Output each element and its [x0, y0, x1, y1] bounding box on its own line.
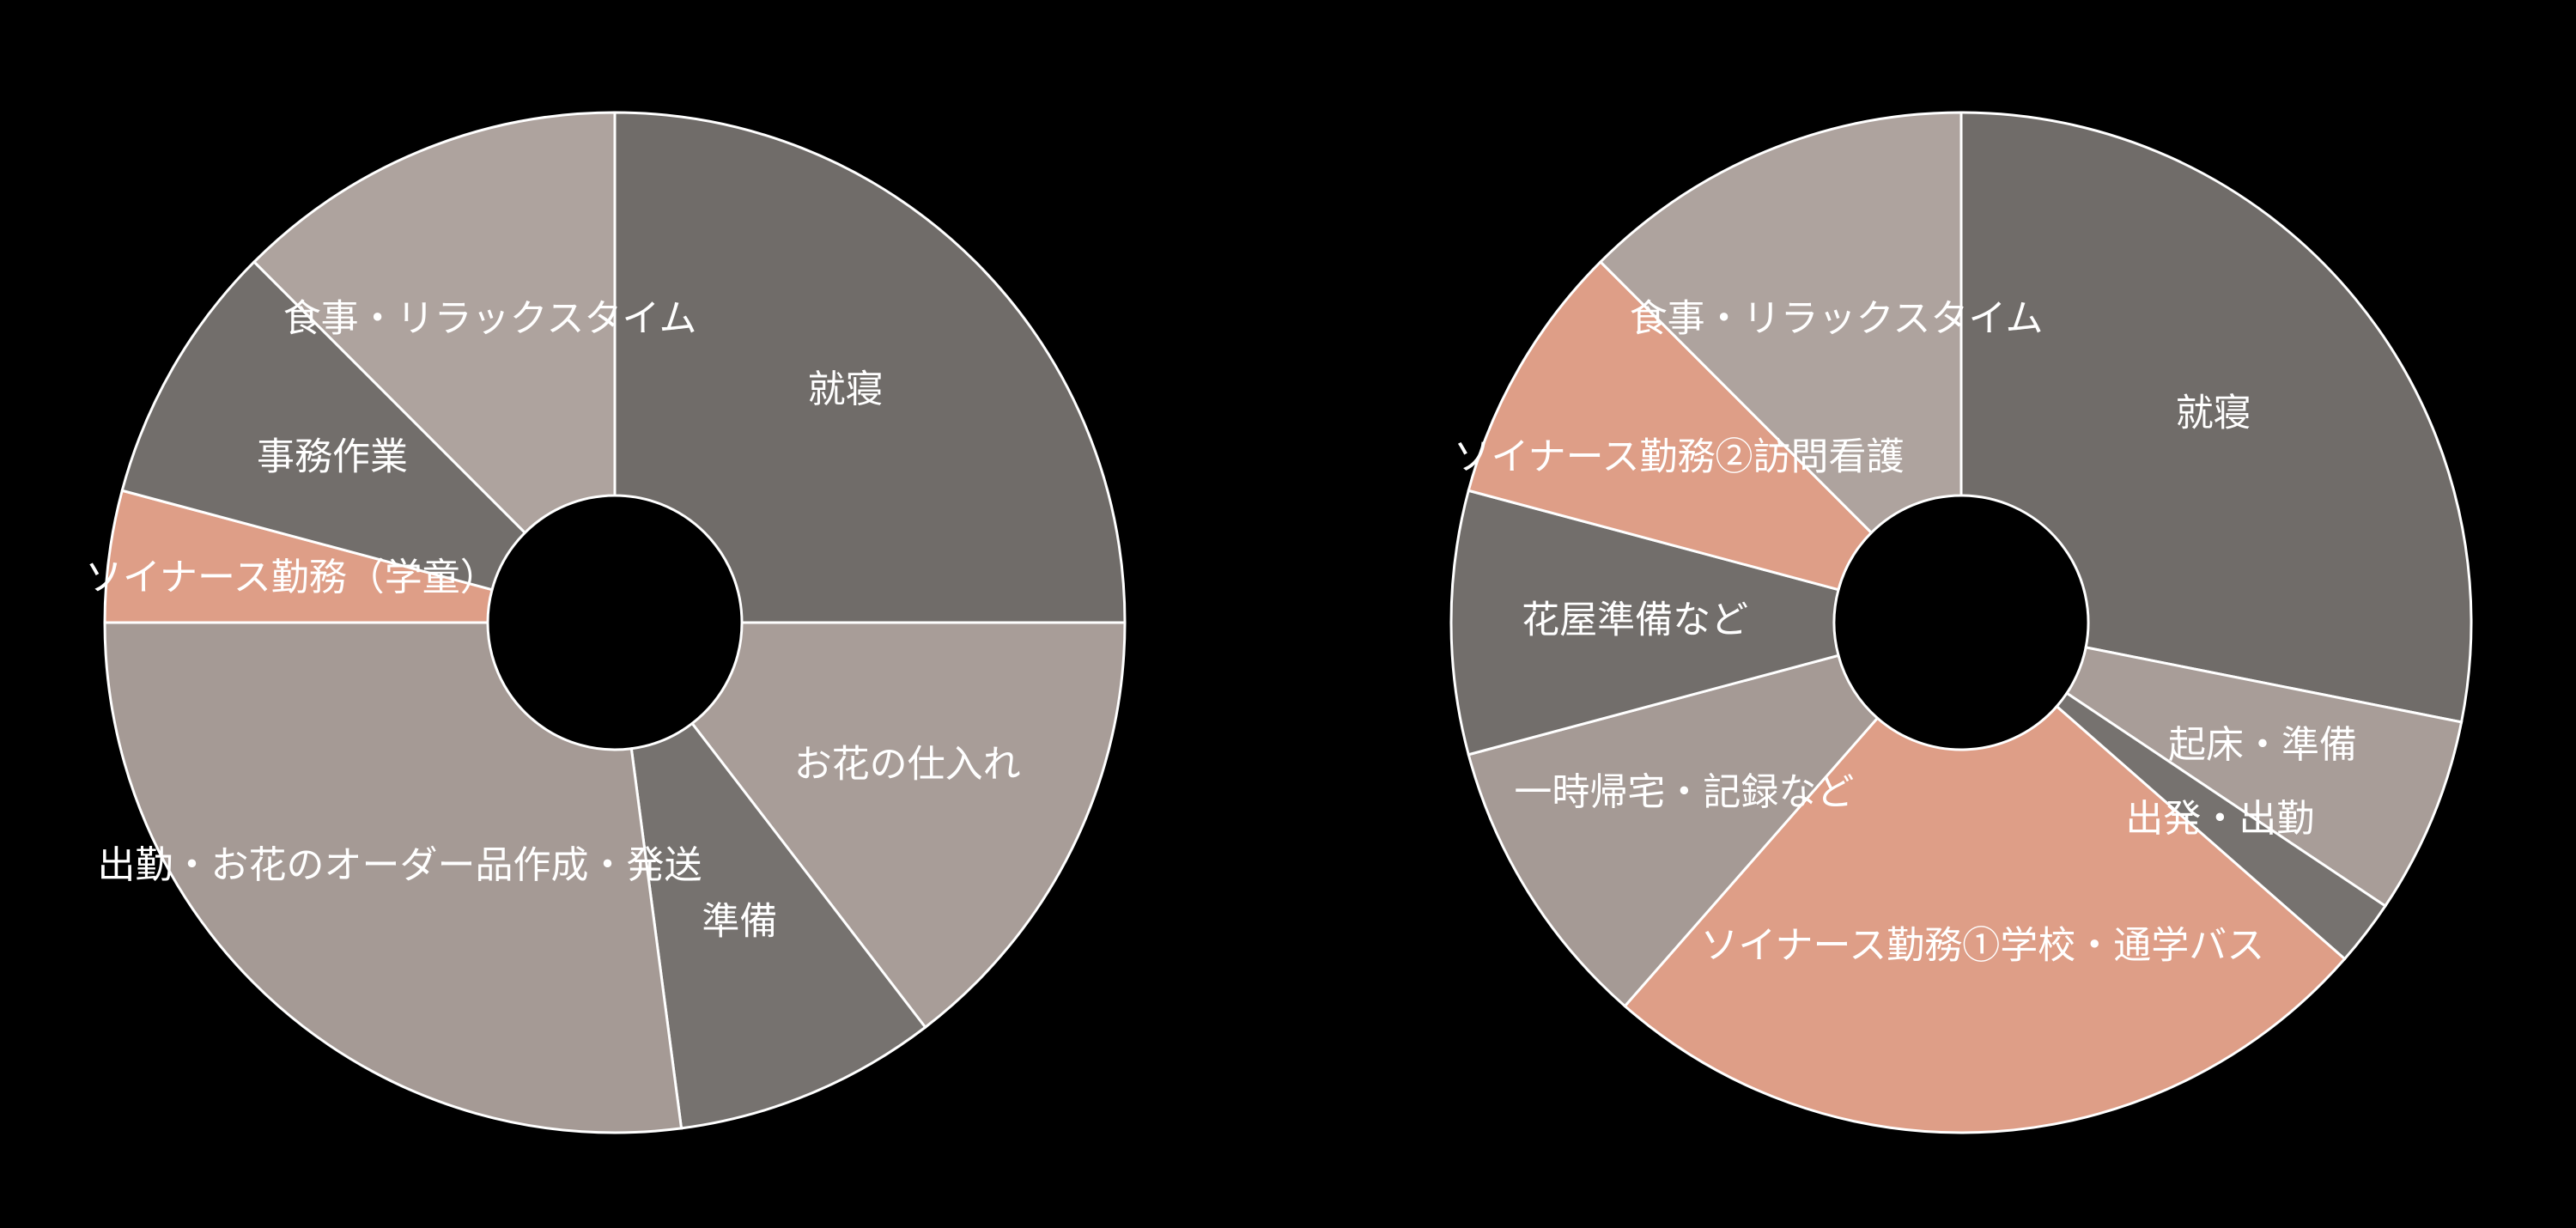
svg-text:出発・出勤: 出発・出勤 [2125, 798, 2314, 840]
svg-text:就寝: 就寝 [808, 368, 884, 410]
svg-text:準備: 準備 [702, 901, 777, 943]
svg-text:ソイナース勤務（学童）: ソイナース勤務（学童） [85, 556, 498, 599]
svg-text:事務作業: 事務作業 [257, 436, 408, 478]
svg-text:起床・準備: 起床・準備 [2168, 724, 2357, 766]
svg-text:ソイナース勤務①学校・通学バス: ソイナース勤務①学校・通学バス [1700, 925, 2264, 967]
svg-text:お花の仕入れ: お花の仕入れ [794, 744, 1021, 786]
svg-text:食事・リラックスタイム: 食事・リラックスタイム [1630, 298, 2044, 340]
svg-text:花屋準備など: 花屋準備など [1522, 599, 1748, 641]
svg-text:食事・リラックスタイム: 食事・リラックスタイム [283, 298, 697, 340]
svg-text:就寝: 就寝 [2176, 392, 2251, 435]
svg-text:一時帰宅・記録など: 一時帰宅・記録など [1514, 771, 1854, 813]
svg-text:ソイナース勤務②訪問看護: ソイナース勤務②訪問看護 [1454, 436, 1905, 478]
svg-text:出勤・お花のオーダー品作成・発送: 出勤・お花のオーダー品作成・発送 [98, 844, 702, 886]
